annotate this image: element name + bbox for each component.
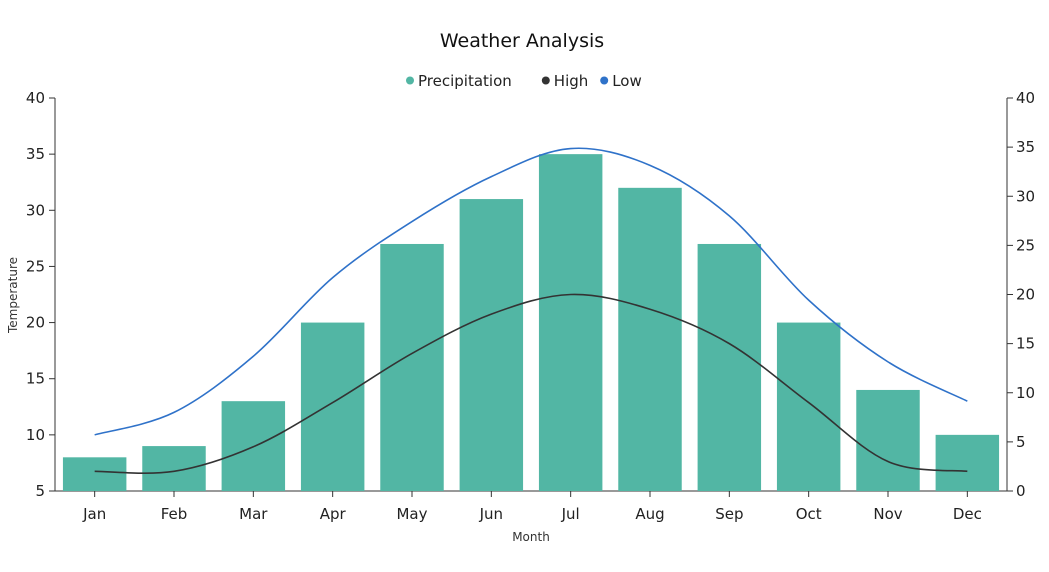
y-axis-left: 5 10 15 20 25 30 35 40 <box>26 89 56 500</box>
bar-jan <box>62 457 127 491</box>
bar-sep <box>697 243 762 491</box>
x-tick-label: Nov <box>873 505 902 523</box>
line-low <box>94 147 968 436</box>
y-tick-label: 15 <box>26 370 45 388</box>
line-high <box>94 293 968 474</box>
x-tick-label: Oct <box>796 505 822 523</box>
y2-tick-label: 5 <box>1016 433 1026 451</box>
y-tick-label: 40 <box>26 89 45 107</box>
legend-label-low: Low <box>612 72 642 90</box>
y-tick-label: 25 <box>26 257 45 275</box>
bar-nov <box>856 389 920 491</box>
x-tick-label: Sep <box>715 505 743 523</box>
bar-dec <box>935 434 1000 491</box>
y2-tick-label: 35 <box>1016 138 1035 156</box>
x-tick-label: Mar <box>239 505 268 523</box>
y2-tick-label: 30 <box>1016 187 1035 205</box>
legend-marker-high <box>541 76 550 85</box>
y2-tick-label: 15 <box>1016 335 1035 353</box>
x-tick-label: Jun <box>479 505 503 523</box>
x-tick-label: Apr <box>320 505 347 523</box>
bar-oct <box>776 322 841 491</box>
precipitation-bars <box>62 154 1000 492</box>
bar-jul <box>538 154 603 491</box>
legend: Precipitation High Low <box>406 72 642 90</box>
bar-apr <box>300 322 365 491</box>
bar-aug <box>618 187 682 492</box>
y-axis-title: Temperature <box>6 257 20 334</box>
y-tick-label: 20 <box>26 314 45 332</box>
legend-label-high: High <box>554 72 588 90</box>
x-tick-label: Jan <box>82 505 106 523</box>
y-tick-label: 35 <box>26 145 45 163</box>
x-axis-title: Month <box>512 530 550 544</box>
chart-title: Weather Analysis <box>440 30 604 52</box>
x-tick-label: Jul <box>561 505 580 523</box>
x-axis: Jan Feb Mar Apr May Jun Jul Aug Sep Oct Nov Dec <box>55 490 1007 523</box>
y-tick-label: 10 <box>26 426 45 444</box>
legend-marker-low <box>600 76 609 85</box>
bar-feb <box>142 446 206 491</box>
y-tick-label: 5 <box>35 482 45 500</box>
x-tick-label: May <box>396 505 427 523</box>
series-lines <box>94 147 968 474</box>
x-tick-label: Aug <box>635 505 664 523</box>
x-tick-label: Dec <box>953 505 982 523</box>
x-tick-label: Feb <box>161 505 188 523</box>
bar-may <box>380 243 444 491</box>
legend-marker-precipitation <box>406 76 414 85</box>
y-tick-label: 30 <box>26 201 45 219</box>
y2-tick-label: 25 <box>1016 236 1035 254</box>
y2-tick-label: 20 <box>1016 286 1035 304</box>
y2-tick-label: 0 <box>1016 482 1026 500</box>
bar-jun <box>459 199 524 492</box>
y2-tick-label: 40 <box>1016 89 1035 107</box>
y2-tick-label: 10 <box>1016 384 1035 402</box>
legend-label-precipitation: Precipitation <box>418 72 512 90</box>
y-axis-right: 0 5 10 15 20 25 30 35 40 <box>1006 89 1035 500</box>
